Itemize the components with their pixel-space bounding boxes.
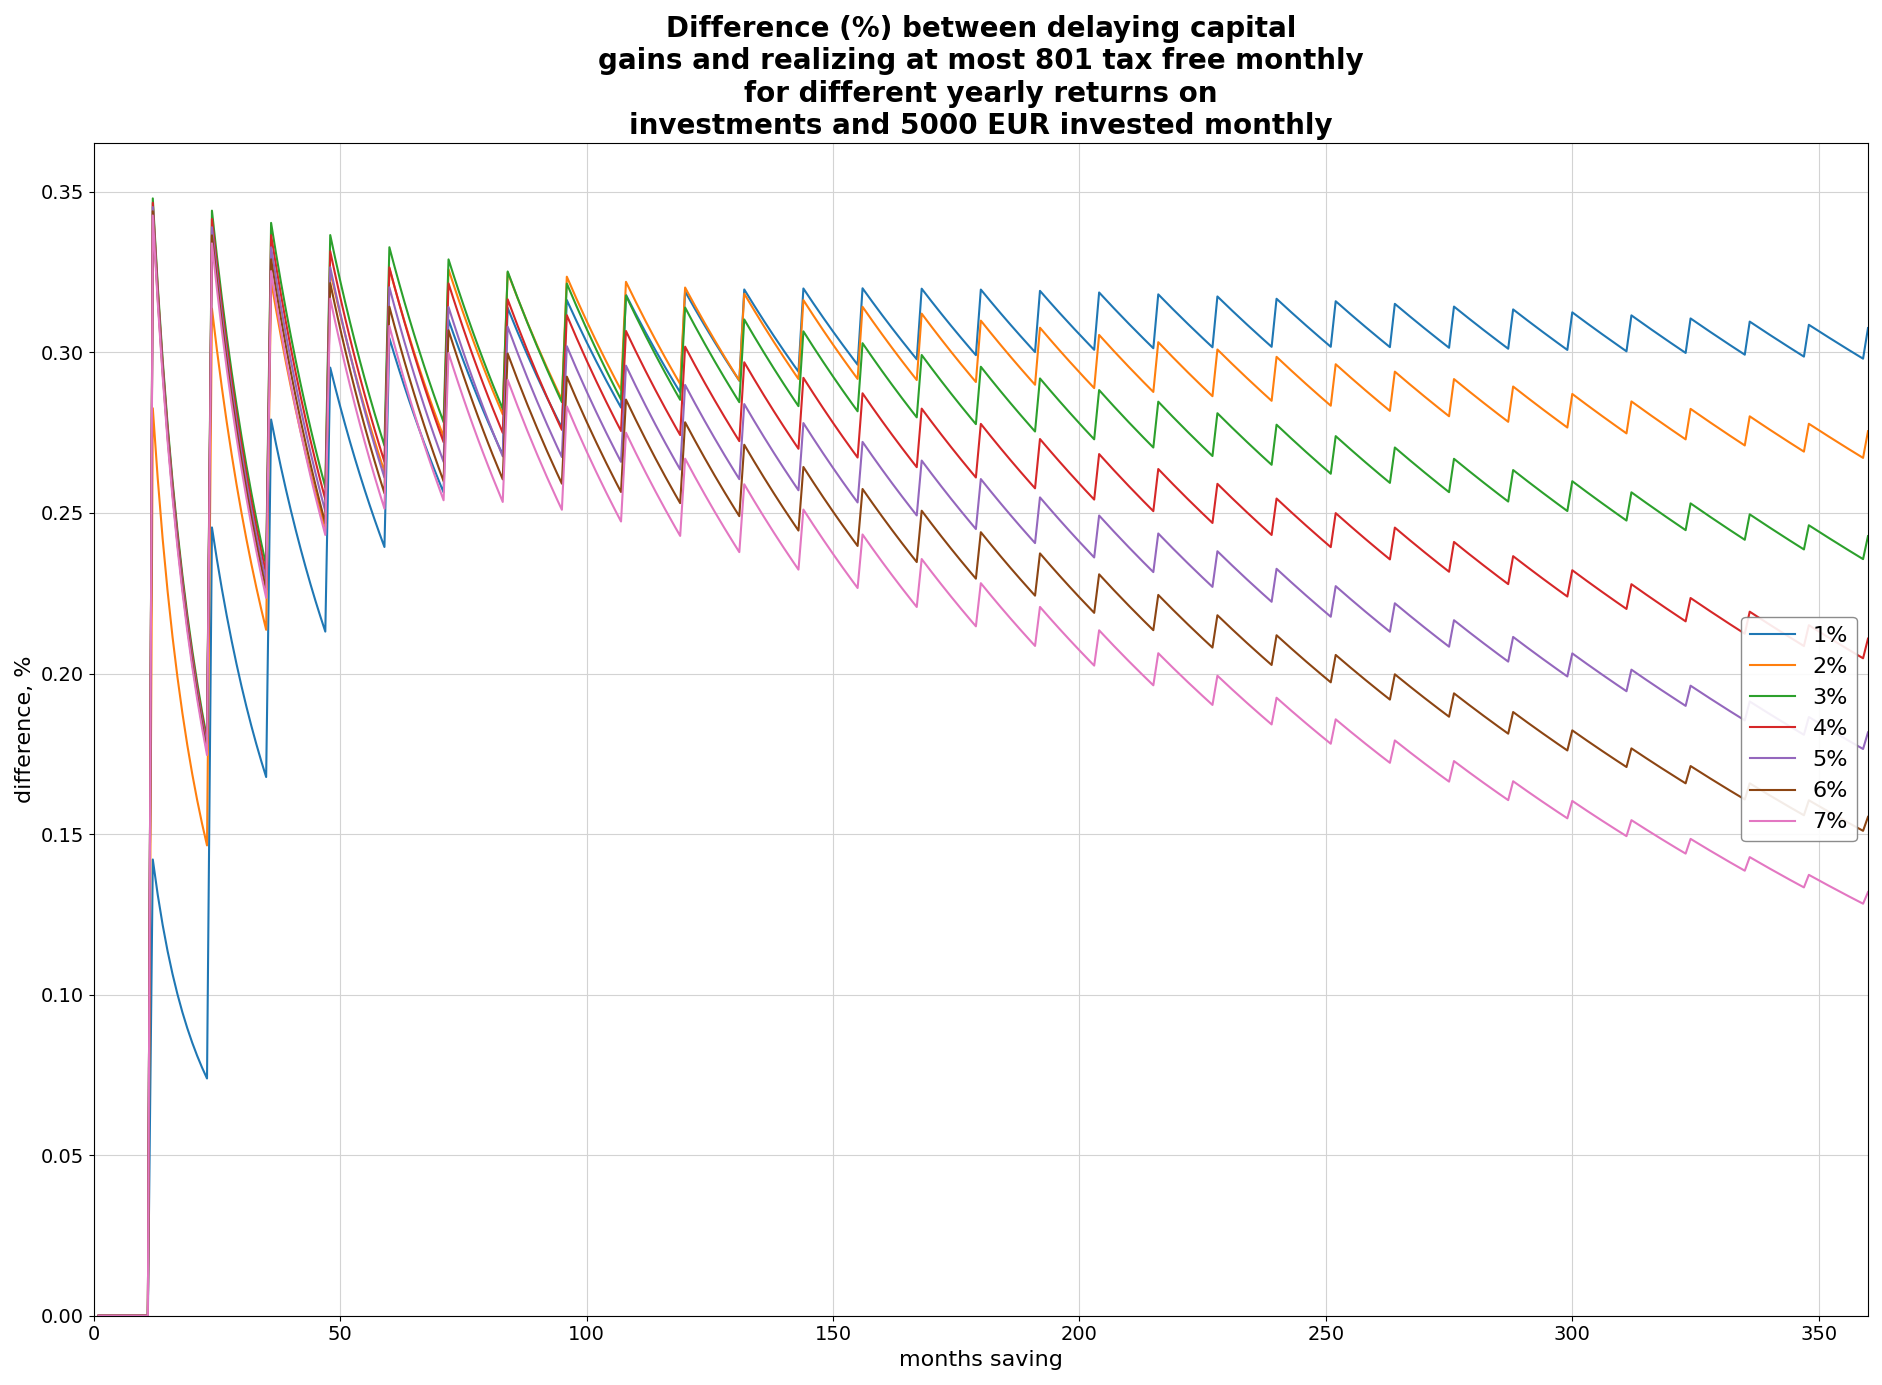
2% (1856, 422, 1878, 439)
4% (87, 1307, 109, 1324)
2% (678, 288, 700, 305)
5% (708, 439, 730, 456)
3% (866, 356, 888, 373)
1% (305, 593, 327, 609)
4% (309, 472, 331, 489)
3% (708, 361, 730, 378)
2% (305, 485, 327, 501)
3% (309, 460, 331, 476)
6% (708, 475, 730, 492)
2% (619, 284, 642, 301)
7% (619, 435, 642, 452)
2% (378, 260, 401, 277)
1% (704, 334, 726, 350)
4% (866, 406, 888, 422)
3% (678, 309, 700, 325)
4% (678, 348, 700, 364)
4% (141, 194, 164, 211)
5% (678, 386, 700, 403)
2% (708, 341, 730, 357)
Title: Difference (%) between delaying capital
gains and realizing at most 801 tax free: Difference (%) between delaying capital … (598, 15, 1363, 140)
3% (1762, 522, 1784, 539)
5% (141, 198, 164, 215)
7% (1856, 884, 1878, 900)
7% (678, 460, 700, 476)
Line: 7%: 7% (98, 216, 1867, 1316)
5% (1856, 724, 1878, 741)
2% (866, 320, 888, 337)
1% (674, 283, 696, 299)
6% (309, 496, 331, 512)
X-axis label: months saving: months saving (898, 1350, 1061, 1370)
4% (1856, 630, 1878, 647)
1% (1762, 330, 1784, 346)
7% (866, 547, 888, 564)
Line: 2%: 2% (98, 269, 1867, 1316)
2% (87, 1307, 109, 1324)
5% (87, 1307, 109, 1324)
1% (851, 280, 873, 296)
7% (87, 1307, 109, 1324)
4% (1762, 619, 1784, 636)
Line: 5%: 5% (98, 206, 1867, 1316)
Line: 3%: 3% (98, 198, 1867, 1316)
6% (866, 501, 888, 518)
5% (1762, 709, 1784, 726)
Line: 4%: 4% (98, 202, 1867, 1316)
1% (614, 287, 636, 303)
7% (1762, 863, 1784, 879)
4% (619, 332, 642, 349)
1% (87, 1307, 109, 1324)
Line: 6%: 6% (98, 212, 1867, 1316)
3% (141, 190, 164, 206)
1% (866, 301, 888, 317)
Line: 1%: 1% (98, 288, 1867, 1316)
6% (87, 1307, 109, 1324)
6% (619, 402, 642, 418)
3% (1856, 528, 1878, 544)
3% (87, 1307, 109, 1324)
Y-axis label: difference, %: difference, % (15, 655, 36, 803)
7% (708, 511, 730, 528)
Legend: 1%, 2%, 3%, 4%, 5%, 6%, 7%: 1%, 2%, 3%, 4%, 5%, 6%, 7% (1741, 616, 1856, 841)
6% (678, 424, 700, 440)
5% (309, 485, 331, 501)
7% (309, 508, 331, 525)
6% (1856, 809, 1878, 825)
7% (141, 208, 164, 224)
5% (619, 367, 642, 384)
1% (1856, 320, 1878, 337)
6% (1762, 789, 1784, 806)
5% (866, 454, 888, 471)
2% (1762, 424, 1784, 440)
3% (619, 298, 642, 314)
6% (141, 204, 164, 220)
4% (708, 400, 730, 417)
